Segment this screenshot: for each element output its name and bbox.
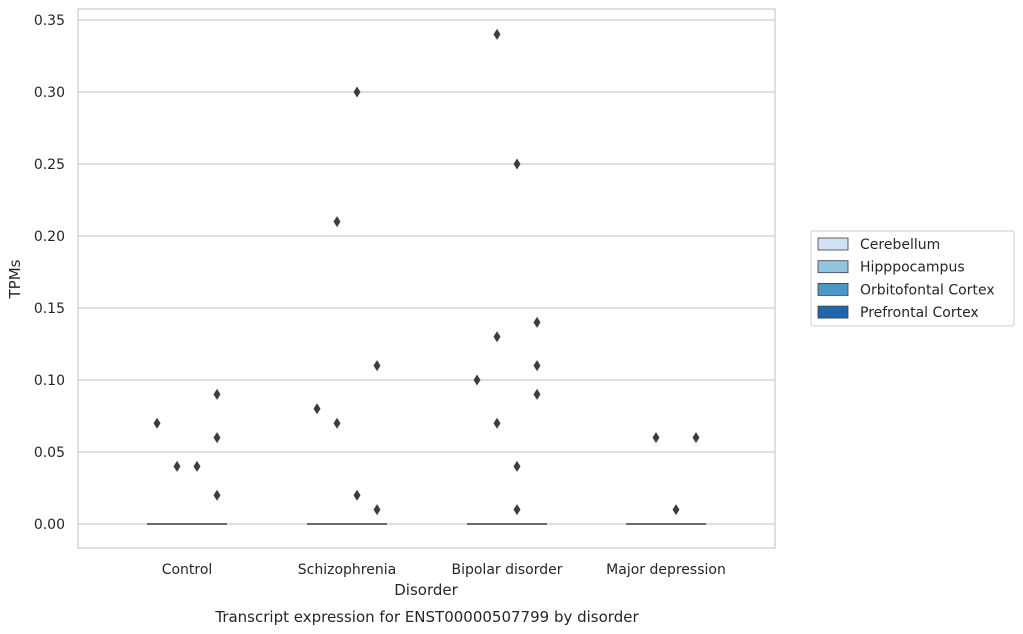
plot-frame bbox=[77, 8, 776, 549]
outlier-point bbox=[153, 417, 161, 429]
y-tick-label: 0.00 bbox=[34, 517, 65, 533]
legend-label: Prefrontal Cortex bbox=[860, 305, 979, 321]
outlier-point bbox=[213, 489, 221, 501]
y-tick-label: 0.35 bbox=[34, 13, 65, 29]
outlier-points bbox=[153, 28, 700, 516]
legend-swatch bbox=[817, 237, 849, 251]
outlier-point bbox=[493, 28, 501, 40]
y-tick-label: 0.15 bbox=[34, 301, 65, 317]
y-tick-label: 0.10 bbox=[34, 373, 65, 389]
outlier-point bbox=[353, 489, 361, 501]
legend-frame bbox=[810, 230, 1015, 327]
outlier-point bbox=[173, 460, 181, 472]
outlier-point bbox=[672, 504, 680, 516]
outlier-point bbox=[473, 374, 481, 386]
outlier-point bbox=[513, 504, 521, 516]
legend-swatch bbox=[817, 305, 849, 319]
outlier-point bbox=[213, 388, 221, 400]
outlier-point bbox=[353, 86, 361, 98]
outlier-point bbox=[193, 460, 201, 472]
outlier-point bbox=[692, 432, 700, 444]
y-tick-label: 0.20 bbox=[34, 229, 65, 245]
outlier-point bbox=[533, 316, 541, 328]
outlier-point bbox=[513, 460, 521, 472]
outlier-point bbox=[333, 417, 341, 429]
x-tick-label: Major depression bbox=[606, 562, 726, 578]
outlier-point bbox=[373, 360, 381, 372]
outlier-point bbox=[533, 388, 541, 400]
legend-label: Cerebellum bbox=[860, 237, 940, 253]
x-tick-label: Bipolar disorder bbox=[451, 562, 562, 578]
legend-label: Hipppocampus bbox=[860, 260, 965, 276]
y-tick-label: 0.30 bbox=[34, 85, 65, 101]
y-tick-label: 0.25 bbox=[34, 157, 65, 173]
outlier-point bbox=[213, 432, 221, 444]
outlier-point bbox=[652, 432, 660, 444]
x-tick-labels: Control Schizophrenia Bipolar disorder Majo… bbox=[162, 562, 726, 578]
x-tick-label: Schizophrenia bbox=[298, 562, 396, 578]
y-axis-title: TPMs bbox=[6, 259, 24, 299]
legend-swatch bbox=[817, 282, 849, 296]
outlier-point bbox=[513, 158, 521, 170]
outlier-point bbox=[493, 417, 501, 429]
outlier-point bbox=[373, 504, 381, 516]
legend: Cerebellum Hipppocampus Orbitofontal Corte… bbox=[810, 230, 1015, 327]
y-tick-labels: 0.00 0.05 0.10 0.15 0.20 0.25 0.30 0.35 bbox=[34, 13, 65, 533]
chart-title: Transcript expression for ENST0000050779… bbox=[214, 608, 639, 626]
outlier-point bbox=[533, 360, 541, 372]
legend-swatch bbox=[817, 260, 849, 274]
x-tick-label: Control bbox=[162, 562, 213, 578]
legend-label: Orbitofontal Cortex bbox=[860, 282, 995, 298]
x-axis-title: Disorder bbox=[394, 581, 458, 599]
gridlines bbox=[78, 19, 775, 525]
outlier-point bbox=[313, 403, 321, 415]
outlier-point bbox=[333, 216, 341, 228]
outlier-point bbox=[493, 331, 501, 343]
y-tick-label: 0.05 bbox=[34, 445, 65, 461]
